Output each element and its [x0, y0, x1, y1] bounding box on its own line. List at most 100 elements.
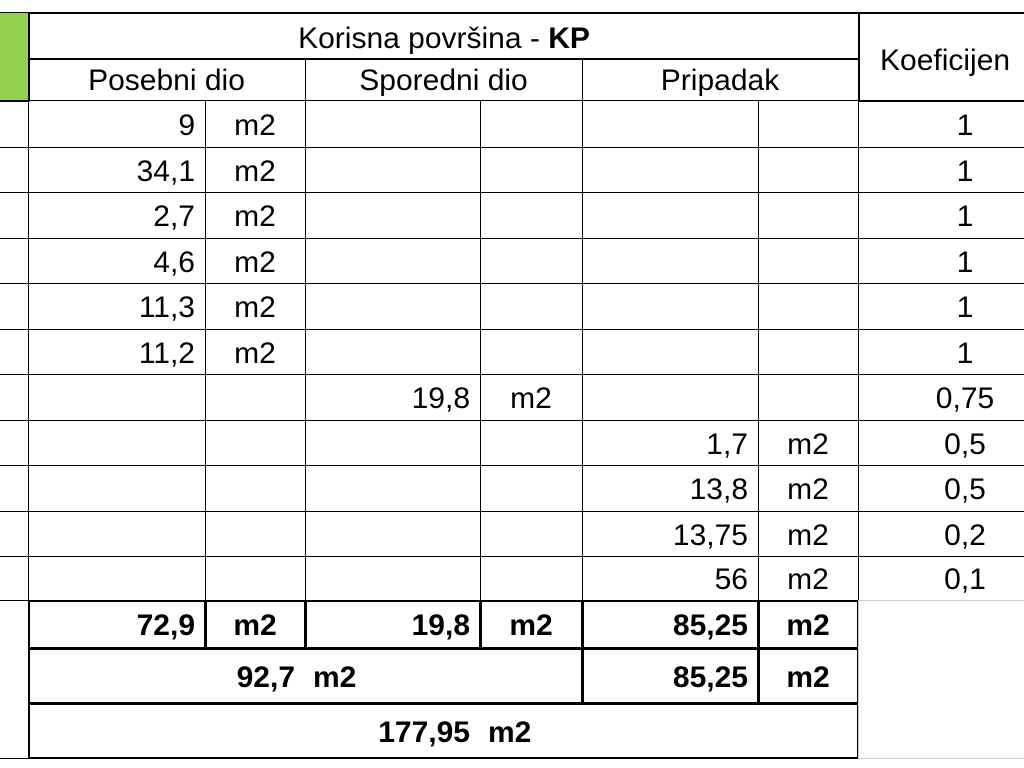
left-cell	[0, 329, 29, 375]
cell	[305, 238, 481, 284]
cell	[205, 511, 306, 557]
area-value: 1,7	[706, 427, 748, 461]
total-unit: m2	[786, 609, 830, 642]
unit: m2	[234, 200, 276, 233]
area-value: 13,8	[689, 473, 748, 506]
cell	[480, 420, 583, 466]
cell	[305, 192, 481, 239]
unit: m2	[787, 427, 829, 461]
cell	[758, 238, 859, 284]
cell	[758, 192, 859, 239]
area-value: 19,8	[411, 382, 470, 415]
cell	[582, 283, 759, 330]
coefficient-value: 1	[956, 336, 974, 370]
left-cell	[0, 100, 29, 148]
area-value: 4,6	[153, 245, 195, 279]
cell	[305, 556, 481, 601]
left-cell	[0, 420, 29, 466]
header-title-wrap: Korisna površina - KP	[30, 22, 858, 56]
cell	[205, 374, 306, 421]
cell	[205, 465, 306, 512]
coefficient-value: 0,2	[944, 518, 986, 552]
area-value: 34,1	[136, 154, 195, 188]
cell	[480, 329, 583, 375]
area-value: 11,2	[138, 336, 195, 370]
left-cell	[0, 600, 29, 759]
total-value: 19,8	[411, 609, 470, 642]
grand-total-unit: m2	[488, 715, 532, 749]
unit: m2	[234, 336, 276, 370]
coefficient-value: 1	[956, 154, 974, 188]
left-cell	[0, 374, 29, 421]
area-value: 11,3	[138, 291, 195, 324]
cell	[305, 100, 481, 148]
unit: m2	[234, 154, 276, 188]
left-cell	[0, 283, 29, 330]
area-value: 56	[714, 563, 748, 596]
cell	[758, 100, 859, 148]
coefficient-header-cell: Koeficijen	[858, 12, 1024, 102]
coefficient-blank	[858, 600, 1024, 759]
unit: m2	[510, 382, 552, 415]
cell	[758, 329, 859, 375]
cell	[28, 420, 206, 466]
left-cell	[0, 238, 29, 284]
unit: m2	[787, 518, 829, 552]
left-cell	[0, 465, 29, 512]
cell	[582, 238, 759, 284]
area-value: 9	[178, 108, 195, 142]
coefficient-value: 1	[956, 108, 974, 142]
cell	[305, 465, 481, 512]
coefficient-value: 0,75	[935, 382, 995, 415]
cell	[480, 556, 583, 601]
coefficient-value: 1	[956, 245, 974, 279]
coefficient-value: 1	[956, 200, 974, 233]
cell	[28, 465, 206, 512]
left-cell	[0, 511, 29, 557]
total-cell	[28, 648, 583, 704]
cell	[480, 100, 583, 148]
total-value: 85,25	[672, 609, 748, 642]
cell	[582, 147, 759, 193]
header-title-bold: KP	[548, 22, 590, 55]
cell	[28, 556, 206, 601]
cell	[305, 283, 481, 330]
cell	[758, 374, 859, 421]
coefficient-value: 0,1	[944, 563, 986, 596]
cell	[480, 465, 583, 512]
coefficient-header: Koeficijen	[880, 44, 1011, 77]
cell	[305, 329, 481, 375]
cell	[582, 329, 759, 375]
unit: m2	[234, 108, 276, 142]
group-header: Sporedni dio	[359, 64, 528, 97]
total-unit: m2	[786, 660, 830, 694]
total-value: 72,9	[136, 609, 195, 642]
cell	[305, 147, 481, 193]
coefficient-value: 0,5	[944, 427, 986, 461]
cell	[582, 100, 759, 148]
unit: m2	[234, 245, 276, 279]
cell	[480, 283, 583, 330]
cell	[758, 147, 859, 193]
unit: m2	[787, 473, 829, 506]
cell	[205, 556, 306, 601]
coefficient-value: 1	[956, 291, 974, 324]
green-cell	[0, 12, 30, 102]
cell	[28, 511, 206, 557]
left-cell	[0, 147, 29, 193]
cell	[480, 238, 583, 284]
cell	[305, 511, 481, 557]
unit: m2	[234, 291, 276, 324]
header-title: Korisna površina -	[298, 22, 549, 55]
total-value: 85,25	[672, 660, 748, 694]
left-cell	[0, 192, 29, 239]
cell	[305, 420, 481, 466]
unit: m2	[787, 563, 829, 596]
cell	[205, 420, 306, 466]
cell	[582, 192, 759, 239]
area-value: 13,75	[672, 518, 748, 552]
total-unit: m2	[233, 609, 277, 642]
total-unit: m2	[313, 660, 357, 694]
group-header: Posebni dio	[88, 64, 245, 97]
